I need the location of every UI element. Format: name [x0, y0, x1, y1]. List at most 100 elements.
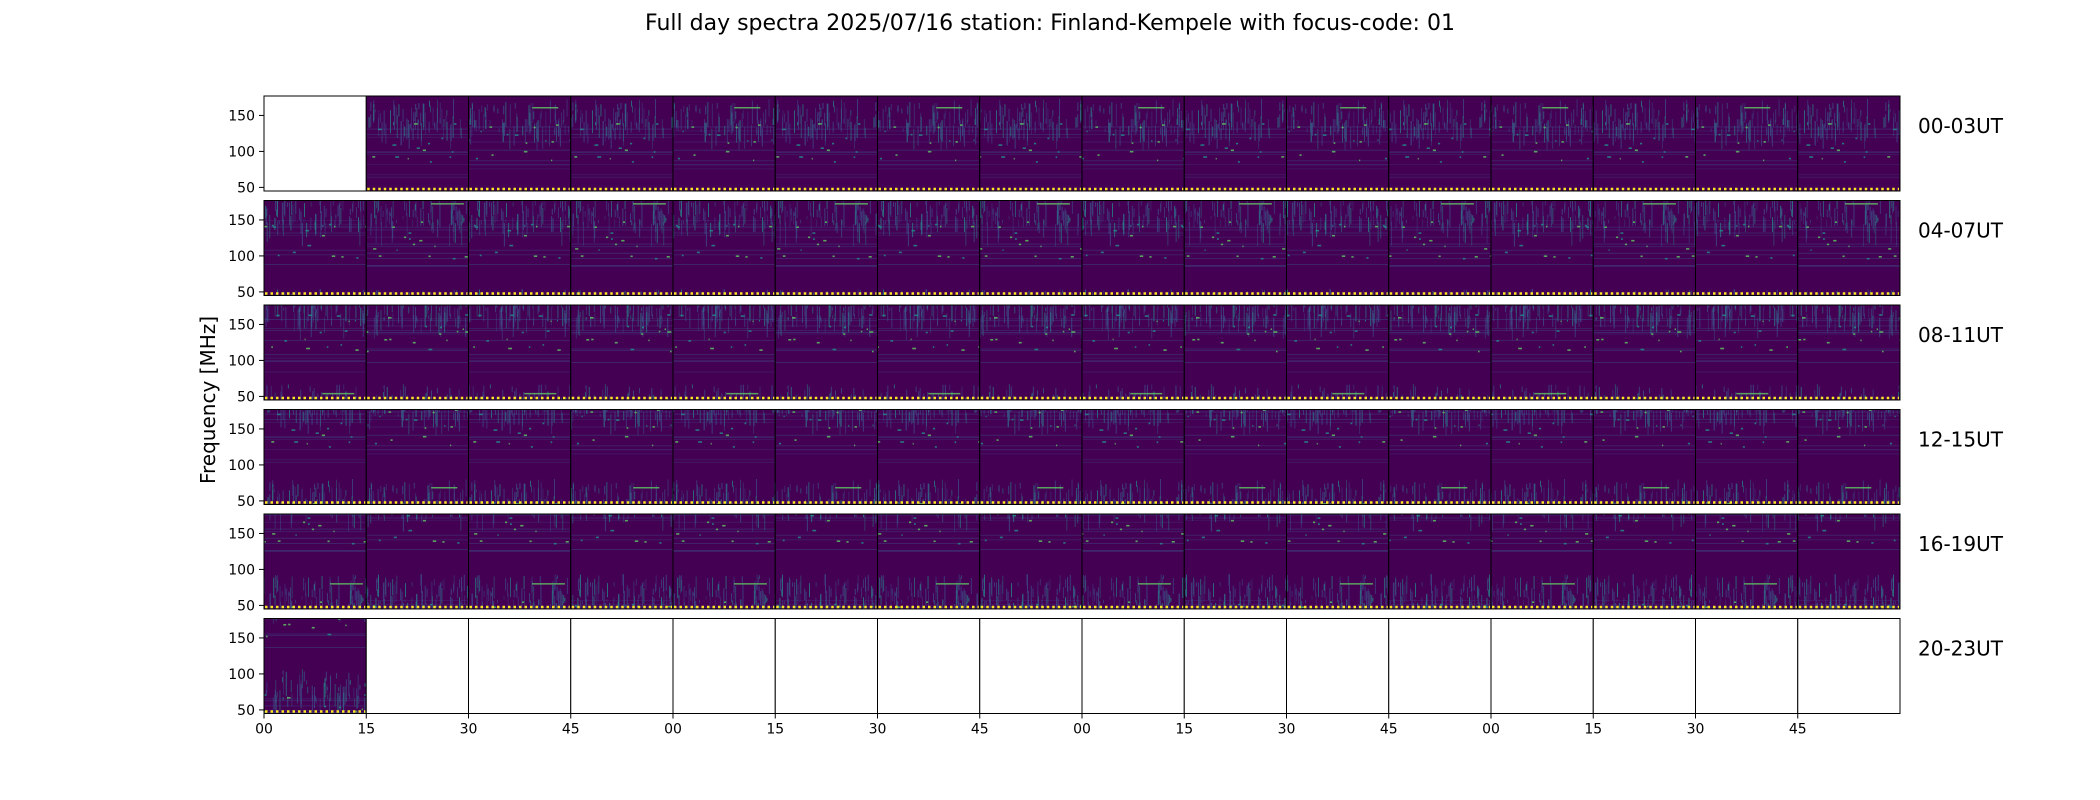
spectrum-panel	[672, 304, 776, 401]
spectrum-panel	[1797, 304, 1901, 401]
spectrum-panel	[1490, 304, 1594, 401]
spectrum-panel	[263, 513, 367, 610]
empty-panel	[1183, 618, 1287, 714]
spectrum-panel	[1286, 409, 1390, 505]
y-tick-label: 150	[228, 317, 255, 333]
x-tick-label: 15	[1175, 722, 1193, 738]
empty-panel	[1592, 618, 1696, 714]
empty-panel	[1081, 618, 1185, 714]
y-tick-label: 100	[228, 458, 255, 474]
spectrum-panel	[877, 513, 981, 610]
y-tick-label: 100	[228, 667, 255, 683]
spectrum-panel	[1797, 200, 1901, 296]
x-tick-label: 00	[1482, 722, 1500, 738]
spectrum-panel	[1286, 513, 1390, 610]
y-tick-label: 150	[228, 213, 255, 229]
x-tick-label: 30	[460, 722, 478, 738]
spectrum-panel	[1490, 200, 1594, 296]
empty-panel	[1695, 618, 1799, 714]
spectrum-panel	[1388, 409, 1492, 505]
empty-panel	[468, 618, 572, 714]
y-tick-label: 50	[237, 180, 255, 196]
x-tick-label: 30	[869, 722, 887, 738]
x-tick-label: 00	[255, 722, 273, 738]
spectrum-panel	[263, 304, 367, 401]
spectrum-panel	[979, 513, 1083, 610]
x-tick-label: 15	[357, 722, 375, 738]
spectrum-panel	[1286, 95, 1390, 192]
empty-panel	[774, 618, 878, 714]
spectrum-panel	[1592, 200, 1696, 296]
spectrum-panel	[1183, 200, 1287, 296]
spectrum-panel	[1286, 200, 1390, 296]
empty-panel	[672, 618, 776, 714]
y-tick-label: 50	[237, 285, 255, 301]
x-tick-label: 30	[1687, 722, 1705, 738]
spectrum-panel	[263, 409, 367, 505]
spectrum-panel	[1388, 200, 1492, 296]
x-tick-label: 00	[664, 722, 682, 738]
x-tick-label: 30	[1278, 722, 1296, 738]
spectrum-panel	[672, 200, 776, 296]
empty-panel	[263, 95, 367, 192]
spectrum-panel	[774, 304, 878, 401]
spectrum-panel	[979, 304, 1083, 401]
spectrum-panel	[1592, 304, 1696, 401]
x-tick-label: 00	[1073, 722, 1091, 738]
x-tick-label: 15	[766, 722, 784, 738]
y-tick-label: 150	[228, 526, 255, 542]
spectrum-panel	[1797, 409, 1901, 505]
spectrum-panel	[979, 409, 1083, 505]
y-axis-title: Frequency [MHz]	[196, 316, 220, 484]
row-label: 00-03UT	[1918, 114, 2004, 138]
spectrum-panel	[774, 513, 878, 610]
chart-title: Full day spectra 2025/07/16 station: Fin…	[645, 11, 1455, 36]
spectrum-panel	[1695, 304, 1799, 401]
spectrum-panel	[1490, 513, 1594, 610]
spectrum-panel	[1183, 409, 1287, 505]
spectrum-panel	[1695, 409, 1799, 505]
spectrum-panel	[1081, 200, 1185, 296]
spectrum-panel	[570, 409, 674, 505]
spectrum-panel	[1797, 95, 1901, 192]
spectrum-panel	[468, 513, 572, 610]
spectrum-panel	[1695, 513, 1799, 610]
spectrum-panel	[1081, 409, 1185, 505]
y-tick-label: 50	[237, 598, 255, 614]
y-tick-label: 100	[228, 353, 255, 369]
spectrum-panel	[1797, 513, 1901, 610]
spectrum-panel	[365, 304, 469, 401]
spectrum-panel	[468, 409, 572, 505]
spectrum-panel	[365, 513, 469, 610]
spectrum-panel	[774, 409, 878, 505]
spectrum-panel	[1490, 95, 1594, 192]
row-label: 08-11UT	[1918, 323, 2004, 347]
x-tick-label: 45	[971, 722, 989, 738]
y-tick-label: 150	[228, 108, 255, 124]
spectrum-panel	[1081, 304, 1185, 401]
spectrum-panel	[672, 409, 776, 505]
empty-panel	[979, 618, 1083, 714]
y-tick-label: 150	[228, 422, 255, 438]
x-tick-label: 45	[1380, 722, 1398, 738]
spectrum-panel	[877, 304, 981, 401]
spectrum-panel	[672, 513, 776, 610]
spectrum-panel	[979, 95, 1083, 192]
spectrum-panel	[1183, 513, 1287, 610]
y-tick-label: 50	[237, 389, 255, 405]
spectrum-panel	[774, 200, 878, 296]
spectrum-panel	[365, 200, 469, 296]
y-tick-label: 50	[237, 703, 255, 719]
spectrum-panel	[570, 513, 674, 610]
spectrum-panel	[1695, 95, 1799, 192]
spectrum-panel	[570, 304, 674, 401]
spectrum-panel	[1592, 409, 1696, 505]
spectrum-panel	[1081, 513, 1185, 610]
spectrum-panel	[1490, 409, 1594, 505]
spectrum-panel	[263, 200, 367, 296]
row-label: 04-07UT	[1918, 219, 2004, 243]
spectrum-panel	[1592, 513, 1696, 610]
spectrum-panel	[877, 95, 981, 192]
spectrum-panel	[979, 200, 1083, 296]
